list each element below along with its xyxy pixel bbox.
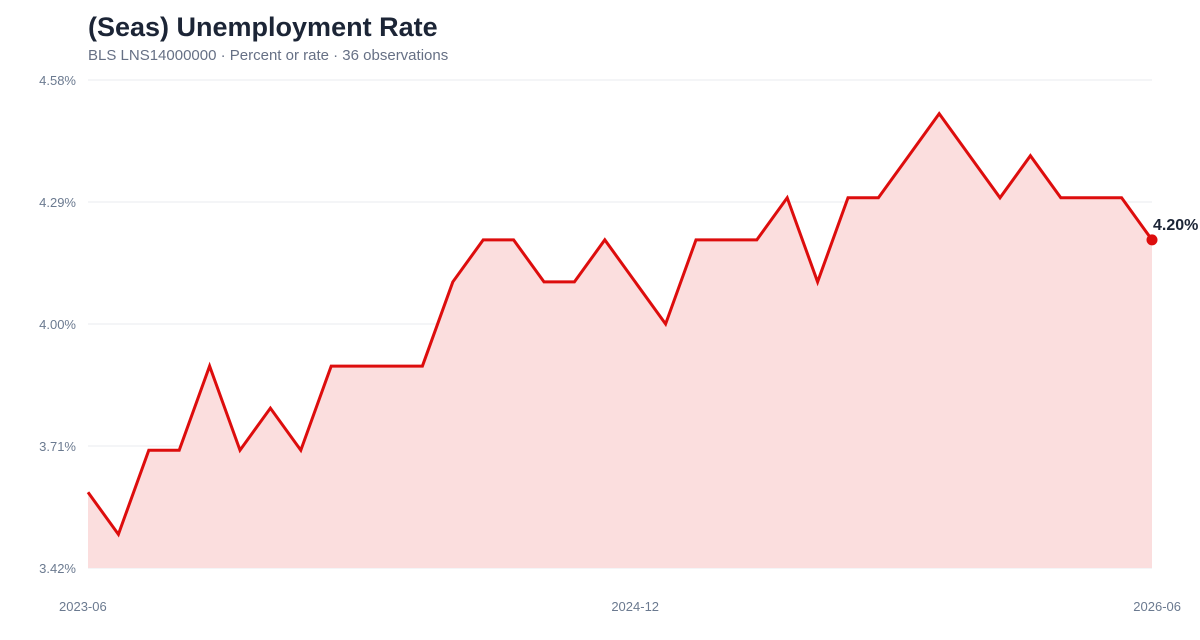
series-line [86,111,1154,538]
data-point [876,196,880,200]
y-axis: 3.42% 3.71% 4.00% 4.29% 4.58% [39,73,76,576]
data-point [907,154,911,158]
y-tick-label: 4.00% [39,317,76,332]
data-point [147,448,151,452]
data-point [755,238,759,242]
last-value-label: 4.20% [1153,217,1198,234]
data-point [1059,196,1063,200]
data-point [299,448,303,452]
data-point [664,322,668,326]
data-point [633,280,637,284]
data-point [694,238,698,242]
y-tick-label: 4.58% [39,73,76,88]
chart-header: (Seas) Unemployment Rate BLS LNS14000000… [88,10,448,66]
data-point [572,280,576,284]
data-point [785,196,789,200]
x-tick-label: 2023-06 [59,599,107,614]
x-tick-label: 2024-12 [611,599,659,614]
data-point [724,238,728,242]
data-point [268,406,272,410]
area-fill [88,113,1152,568]
data-point [1028,154,1032,158]
data-point [116,532,120,536]
data-point [816,280,820,284]
data-point [451,280,455,284]
x-tick-label: 2026-06 [1133,599,1181,614]
x-axis: 2023-06 2024-12 2026-06 [59,599,1181,614]
y-tick-label: 3.71% [39,439,76,454]
data-point [481,238,485,242]
data-point [937,112,941,116]
last-value-marker [1146,234,1158,246]
chart-title: (Seas) Unemployment Rate [88,12,438,42]
data-point [512,238,516,242]
data-point [390,364,394,368]
data-point [420,364,424,368]
data-point [360,364,364,368]
data-point [1089,196,1093,200]
data-point [846,196,850,200]
data-point [238,448,242,452]
y-tick-label: 4.29% [39,195,76,210]
chart-subtitle: BLS LNS14000000 · Percent or rate · 36 o… [88,47,449,64]
y-tick-label: 3.42% [39,561,76,576]
data-point [998,196,1002,200]
data-point [603,238,607,242]
data-point [329,364,333,368]
data-point [208,364,212,368]
data-point [968,154,972,158]
data-point [177,448,181,452]
data-point [542,280,546,284]
data-point [1120,196,1124,200]
data-point [86,490,90,494]
